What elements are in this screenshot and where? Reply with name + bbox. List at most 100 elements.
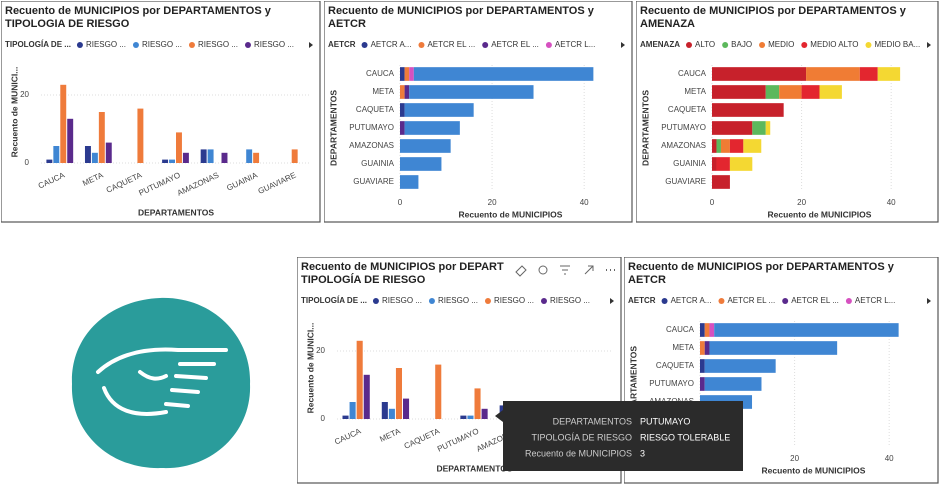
chart-panel: Recuento de MUNICIPIOS por DEPARTAMENTOS… xyxy=(636,1,939,223)
legend-marker xyxy=(132,42,139,48)
bar-segment xyxy=(877,67,901,81)
filter-icon[interactable] xyxy=(560,265,570,275)
bar-segment xyxy=(729,157,753,171)
bar xyxy=(46,159,53,163)
y-tick-label: META xyxy=(684,87,706,96)
bar-segment xyxy=(743,139,762,153)
y-tick-label: 20 xyxy=(316,346,325,355)
y-tick-label: META xyxy=(372,87,394,96)
legend-title: AMENAZA xyxy=(640,40,680,49)
bar-segment xyxy=(700,359,705,373)
bar-segment xyxy=(413,67,594,81)
tooltip-value: RIESGO TOLERABLE xyxy=(640,432,730,442)
tooltip-value: PUTUMAYO xyxy=(640,416,690,426)
tooltip-value: 3 xyxy=(640,448,645,458)
legend-marker xyxy=(782,298,789,304)
bar-segment xyxy=(400,67,405,81)
tooltip-label: TIPOLOGÍA DE RIESGO xyxy=(531,432,632,442)
bar xyxy=(207,149,214,163)
y-tick-label: GUAVIARE xyxy=(665,177,706,186)
legend-label: RIESGO ... xyxy=(86,40,126,49)
tooltip-label: DEPARTAMENTOS xyxy=(553,416,632,426)
bar-segment xyxy=(712,139,717,153)
focus-icon[interactable] xyxy=(538,265,548,275)
bar-segment xyxy=(404,103,474,117)
x-tick-label: 20 xyxy=(797,198,806,207)
bar xyxy=(105,142,112,163)
bar xyxy=(435,364,442,419)
legend-marker xyxy=(801,42,808,48)
y-tick-label: GUAINIA xyxy=(673,159,707,168)
teal-blob xyxy=(71,297,251,469)
legend-label: AETCR EL ... xyxy=(491,40,539,49)
legend-scroll-arrow[interactable] xyxy=(927,42,931,48)
legend-title: AETCR xyxy=(328,40,356,49)
tooltip-label: Recuento de MUNICIPIOS xyxy=(525,448,632,458)
chart-panel: Recuento de MUNICIPIOS por DEPARTAMENTOS… xyxy=(1,1,321,223)
chart-panel: Recuento de MUNICIPIOS por DEPARTAMENTOS… xyxy=(324,1,633,223)
bar-segment xyxy=(859,67,878,81)
bar-segment xyxy=(700,323,705,337)
y-axis-title: DEPARTAMENTOS xyxy=(628,346,638,422)
legend-marker xyxy=(418,42,425,48)
bar-segment xyxy=(712,103,784,117)
bar xyxy=(349,402,356,419)
legend-scroll-arrow[interactable] xyxy=(610,298,614,304)
bar-segment xyxy=(779,85,802,99)
x-tick-label: 40 xyxy=(885,454,894,463)
bar-segment xyxy=(712,67,807,81)
bar xyxy=(246,149,253,163)
y-tick-label: META xyxy=(672,343,694,352)
bar xyxy=(356,340,363,419)
legend-label: AETCR A... xyxy=(371,40,412,49)
panel-bg xyxy=(636,1,939,223)
chart-title: Recuento de MUNICIPIOS por DEPART xyxy=(301,261,504,273)
y-tick-label: AMAZONAS xyxy=(349,141,394,150)
legend-scroll-arrow[interactable] xyxy=(309,42,313,48)
bar-segment xyxy=(404,67,410,81)
legend-label: RIESGO ... xyxy=(550,296,590,305)
bar xyxy=(395,368,402,419)
pin-icon[interactable] xyxy=(515,265,527,277)
x-tick-label: 0 xyxy=(710,198,715,207)
bar-segment xyxy=(704,377,762,391)
bar-segment xyxy=(712,175,730,189)
bar-segment xyxy=(712,85,766,99)
legend-marker xyxy=(372,298,379,304)
x-tick-label: 20 xyxy=(790,454,799,463)
bar-segment xyxy=(409,85,534,99)
legend-marker xyxy=(540,298,547,304)
bar xyxy=(84,146,91,163)
legend-label: RIESGO ... xyxy=(142,40,182,49)
tooltip: DEPARTAMENTOS PUTUMAYO TIPOLOGÍA DE RIES… xyxy=(495,401,743,471)
y-axis-title: DEPARTAMENTOS xyxy=(640,90,650,166)
y-tick-label: GUAVIARE xyxy=(353,177,394,186)
chart-title: AETCR xyxy=(628,274,666,286)
legend-marker xyxy=(428,298,435,304)
legend-label: AETCR EL ... xyxy=(427,40,475,49)
legend-scroll-arrow[interactable] xyxy=(621,42,625,48)
bar-segment xyxy=(404,85,410,99)
legend-label: MEDIO ALTO xyxy=(810,40,858,49)
bar xyxy=(176,132,182,163)
y-tick-label: CAUCA xyxy=(678,69,707,78)
expand-icon[interactable] xyxy=(584,265,594,275)
bar-segment xyxy=(400,103,405,117)
legend-marker xyxy=(845,298,852,304)
legend-marker xyxy=(76,42,83,48)
legend-marker xyxy=(759,42,766,48)
hand-icon xyxy=(71,297,251,469)
legend-label: AETCR EL ... xyxy=(791,296,839,305)
bar xyxy=(53,146,60,163)
chart-title: Recuento de MUNICIPIOS por DEPARTAMENTOS… xyxy=(5,5,272,17)
y-tick-label: AMAZONAS xyxy=(661,141,706,150)
legend-scroll-arrow[interactable] xyxy=(927,298,931,304)
y-tick-label: CAQUETA xyxy=(668,105,707,114)
bar xyxy=(98,112,105,163)
bar xyxy=(481,408,488,419)
legend-label: AETCR L... xyxy=(555,40,595,49)
bar xyxy=(91,152,98,163)
legend-marker xyxy=(361,42,368,48)
legend-marker xyxy=(484,298,491,304)
